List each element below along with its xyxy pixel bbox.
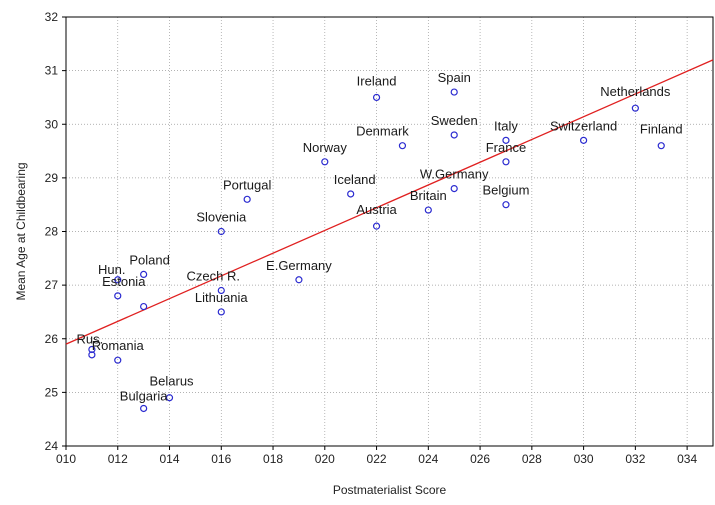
point-label: Estonia — [102, 274, 146, 289]
data-point — [372, 222, 381, 230]
point-label: Poland — [129, 252, 169, 267]
x-tick-label: 022 — [367, 452, 387, 466]
data-point — [295, 276, 303, 284]
data-point — [243, 195, 251, 203]
data-point — [140, 404, 148, 413]
y-tick-label: 26 — [45, 332, 59, 346]
point-label: Lithuania — [195, 290, 249, 305]
y-tick-label: 32 — [45, 10, 59, 24]
point-labels-layer: Ireland Spain Netherlands Sweden Denmark Ital… — [77, 70, 683, 403]
y-tick-label: 31 — [45, 64, 59, 78]
x-tick-label: 016 — [211, 452, 231, 466]
grid — [66, 17, 713, 446]
points-layer — [88, 88, 665, 413]
fit-line-layer — [65, 59, 714, 345]
point-label: Spain — [438, 70, 471, 85]
x-tick-label: 010 — [56, 452, 76, 466]
data-point — [631, 104, 639, 112]
x-tick-label: 024 — [418, 452, 438, 466]
x-tick-label: 018 — [263, 452, 283, 466]
point-label: Norway — [303, 140, 348, 155]
point-label: Finland — [640, 122, 683, 137]
point-label: Sweden — [431, 113, 478, 128]
x-tick-label: 020 — [315, 452, 335, 466]
point-label: Britain — [410, 188, 447, 203]
x-tick-label: 012 — [108, 452, 128, 466]
data-point — [372, 93, 381, 102]
y-tick-label: 27 — [45, 278, 59, 292]
x-tick-label: 032 — [625, 452, 645, 466]
y-tick-label: 30 — [45, 117, 59, 131]
data-point — [424, 206, 432, 214]
point-label: Iceland — [334, 172, 376, 187]
data-point — [450, 131, 458, 139]
point-label: Netherlands — [600, 84, 671, 99]
data-point — [140, 302, 148, 311]
data-point — [165, 394, 174, 402]
point-label: Belarus — [149, 374, 194, 389]
x-axis-title: Postmaterialist Score — [333, 483, 447, 497]
point-label: Ireland — [357, 73, 397, 88]
x-tick-label: 028 — [522, 452, 542, 466]
data-point — [114, 292, 122, 300]
data-point — [217, 308, 225, 316]
data-point — [657, 142, 665, 150]
data-point — [217, 286, 225, 295]
axis-ticks: 010 012 014 016 018 020 022 024 026 028 030 032 034 2… — [45, 10, 698, 466]
data-point — [579, 136, 588, 144]
x-tick-label: 026 — [470, 452, 490, 466]
data-point — [450, 88, 458, 96]
x-tick-label: 034 — [677, 452, 697, 466]
point-label: Bulgaria — [120, 388, 168, 403]
x-tick-label: 014 — [160, 452, 180, 466]
data-point — [114, 276, 122, 284]
data-point — [450, 185, 458, 193]
data-point — [114, 356, 122, 364]
point-label: Portugal — [223, 177, 272, 192]
data-point — [88, 345, 96, 354]
regression-line — [65, 59, 714, 345]
point-label: E.Germany — [266, 258, 332, 273]
data-point — [321, 158, 329, 166]
data-point — [140, 270, 148, 278]
point-label: Switzerland — [550, 118, 617, 133]
data-point — [502, 136, 510, 144]
point-label: France — [486, 140, 526, 155]
data-point — [502, 201, 510, 209]
y-tick-label: 28 — [45, 225, 59, 239]
point-label: Slovenia — [196, 210, 247, 225]
x-tick-label: 030 — [574, 452, 594, 466]
data-point — [347, 190, 355, 198]
point-label: Denmark — [356, 124, 409, 139]
point-label: Hun. — [98, 262, 125, 277]
point-label: Belgium — [482, 183, 529, 198]
point-label: W.Germany — [420, 167, 489, 182]
point-label: Czech R. — [187, 268, 240, 283]
y-tick-label: 29 — [45, 171, 59, 185]
data-point — [88, 351, 96, 359]
data-point — [217, 227, 225, 236]
data-point — [398, 142, 407, 150]
y-axis-title: Mean Age at Childbearing — [14, 162, 28, 300]
point-label: Romania — [92, 338, 145, 353]
y-tick-label: 25 — [45, 385, 59, 399]
y-tick-label: 24 — [45, 439, 59, 453]
point-label: Italy — [494, 118, 518, 133]
point-label: Austria — [356, 202, 397, 217]
point-label: Rus. — [77, 331, 104, 346]
data-point — [502, 158, 510, 166]
